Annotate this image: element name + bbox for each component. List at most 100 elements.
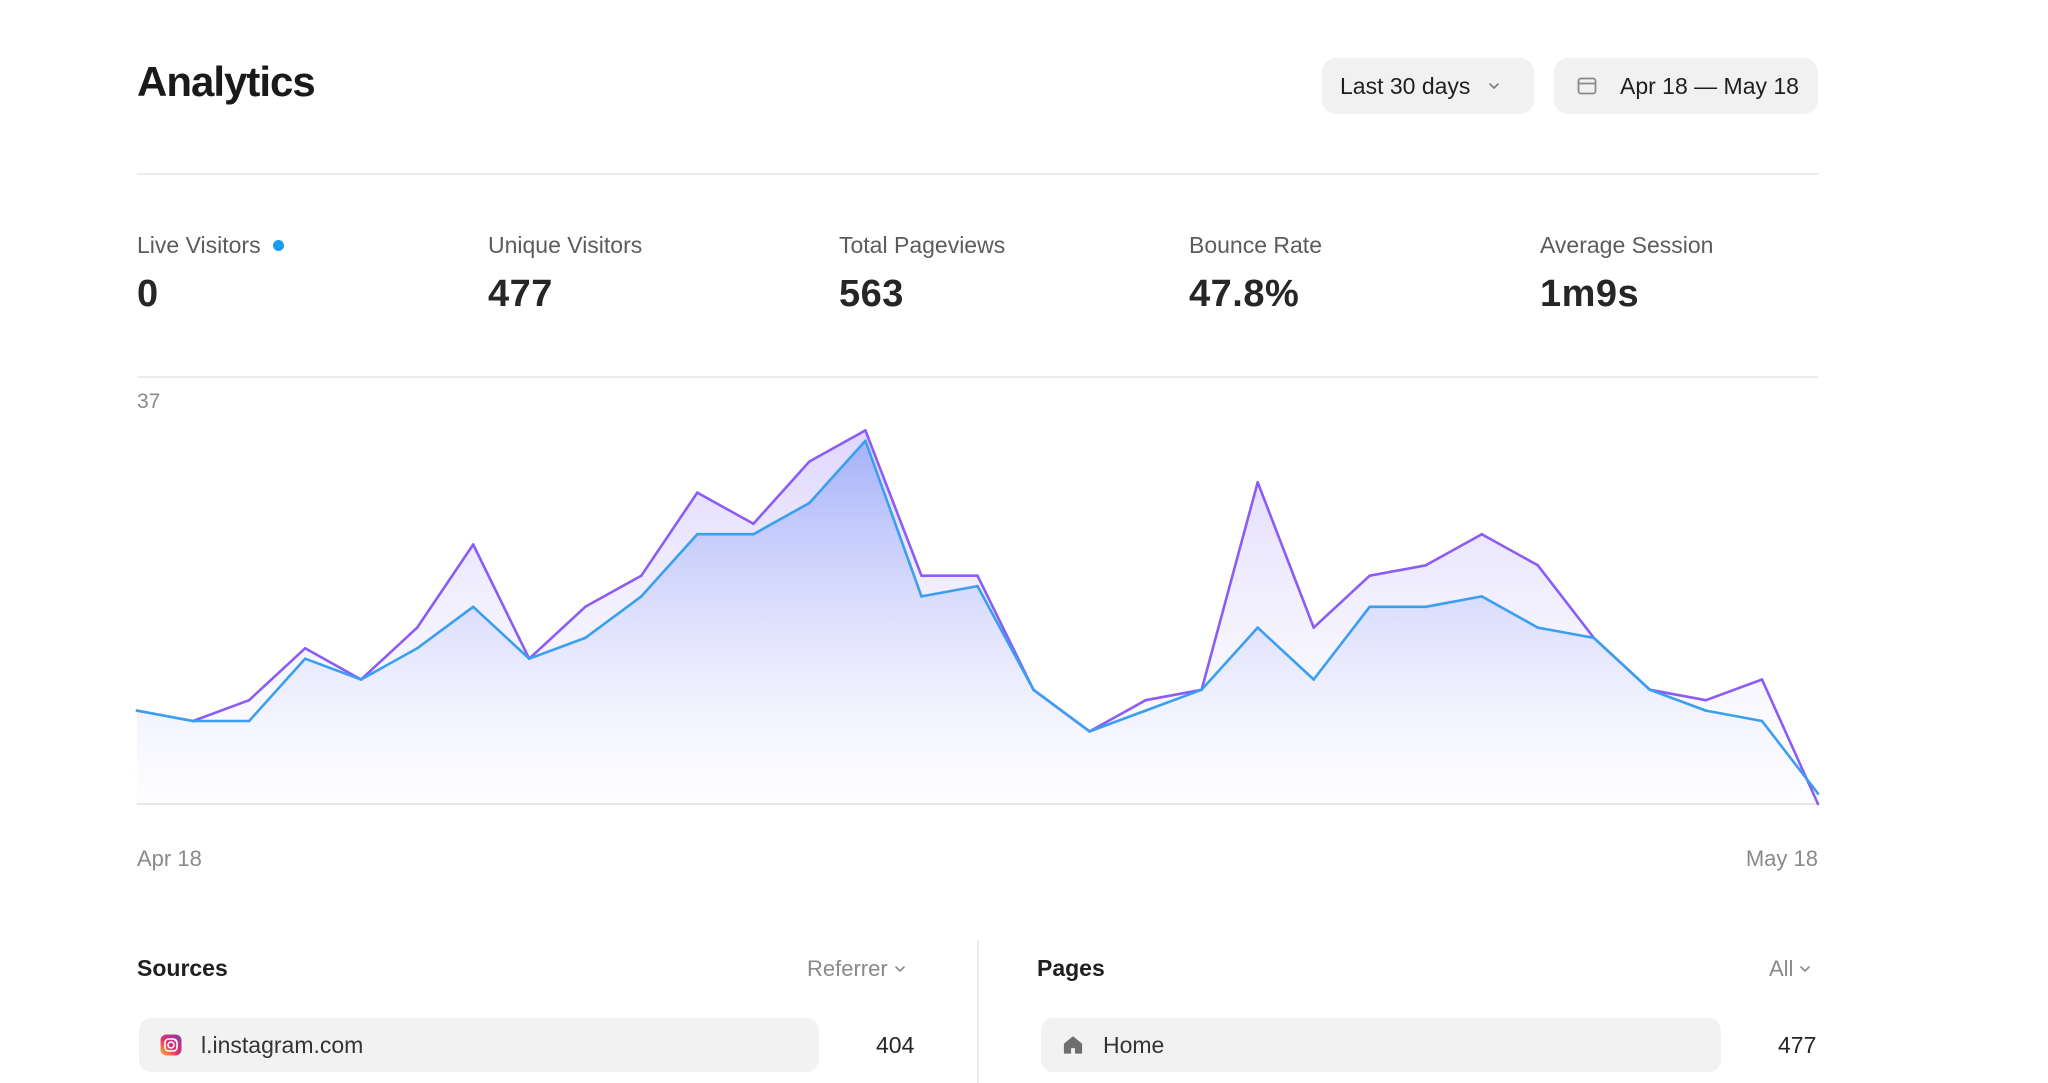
visitors-point	[303, 657, 307, 660]
pageviews-point	[1480, 532, 1484, 536]
visitors-point	[1144, 709, 1147, 712]
visitors-point	[359, 678, 363, 681]
date-range-select[interactable]: Last 30 days	[1322, 58, 1534, 114]
sources-title: Sources	[137, 955, 228, 981]
pageviews-point	[920, 574, 923, 577]
stats-divider	[137, 376, 1818, 378]
visitors-point	[752, 532, 755, 536]
visitors-point	[1200, 688, 1203, 692]
pageviews-point	[1368, 574, 1371, 577]
x-axis-start-label: Apr 18	[137, 846, 202, 871]
pageviews-point	[415, 626, 419, 629]
traffic-chart[interactable]	[135, 380, 1820, 820]
stat-live-visitors: Live Visitors 0	[137, 232, 284, 316]
stat-bounce-rate[interactable]: Bounce Rate 47.8%	[1189, 232, 1322, 316]
pageviews-point	[1424, 564, 1428, 567]
pageviews-point	[584, 605, 587, 609]
visitors-point	[1480, 595, 1484, 598]
stat-label: Unique Visitors	[488, 232, 643, 258]
source-row-label: l.instagram.com	[201, 1031, 364, 1058]
visitors-point	[1648, 688, 1652, 692]
pageviews-point	[1760, 678, 1764, 681]
sources-filter-select[interactable]: Referrer	[807, 956, 906, 982]
pages-title: Pages	[1037, 955, 1105, 981]
visitors-point	[135, 709, 139, 712]
visitors-point	[696, 532, 699, 536]
pages-filter-select[interactable]: All	[1769, 956, 1811, 982]
date-range-select-label: Last 30 days	[1340, 72, 1471, 99]
stat-value: 1m9s	[1540, 273, 1640, 315]
live-indicator-icon	[272, 240, 284, 251]
pageviews-point	[1816, 802, 1820, 806]
stat-label: Bounce Rate	[1189, 232, 1322, 258]
visitors-point	[1704, 709, 1708, 712]
pageviews-point	[1144, 698, 1147, 702]
pageviews-point	[1704, 698, 1708, 702]
calendar-icon	[1577, 77, 1597, 95]
pageviews-point	[640, 574, 643, 577]
instagram-icon	[160, 1034, 182, 1056]
page-row-count: 477	[1778, 1032, 1817, 1058]
visitors-point	[1424, 605, 1428, 609]
source-row-count: 404	[876, 1032, 915, 1058]
stat-label-container: Live Visitors	[137, 232, 284, 259]
visitors-point	[976, 584, 979, 588]
visitors-point	[1536, 626, 1540, 629]
traffic-chart-svg	[135, 429, 1820, 806]
stat-label: Average Session	[1540, 232, 1714, 258]
visitors-point	[1760, 719, 1764, 723]
y-axis-max-label: 37	[137, 390, 161, 413]
page-row[interactable]: Home	[1041, 1018, 1721, 1072]
pageviews-point	[752, 522, 755, 526]
stat-value: 477	[488, 273, 553, 315]
stat-unique-visitors[interactable]: Unique Visitors 477	[488, 232, 642, 316]
stat-value: 563	[839, 273, 904, 315]
visitors-area	[137, 440, 1818, 804]
date-picker-label: Apr 18 — May 18	[1620, 72, 1799, 99]
stat-value: 47.8%	[1189, 273, 1300, 315]
pageviews-point	[303, 647, 307, 650]
visitors-point	[584, 636, 587, 640]
pageviews-point	[808, 460, 811, 463]
pageviews-point	[864, 429, 867, 432]
chevron-down-icon	[894, 966, 905, 972]
visitors-point	[808, 501, 811, 505]
visitors-point	[864, 439, 867, 443]
visitors-point	[1312, 678, 1315, 681]
pageviews-point	[1536, 564, 1540, 567]
visitors-point	[415, 647, 419, 650]
visitors-point	[1816, 792, 1820, 795]
pages-filter-label: All	[1769, 956, 1794, 981]
page-row-label: Home	[1103, 1031, 1165, 1058]
visitors-point	[640, 595, 643, 598]
visitors-point	[191, 719, 195, 723]
chevron-down-icon	[1800, 966, 1811, 972]
visitors-point	[471, 605, 475, 609]
pageviews-point	[1256, 481, 1259, 484]
visitors-point	[527, 657, 531, 660]
page-title: Analytics	[137, 58, 316, 105]
date-picker-button[interactable]: Apr 18 — May 18	[1554, 58, 1818, 114]
header-divider	[137, 173, 1818, 175]
home-icon	[1063, 1036, 1083, 1054]
visitors-point	[1368, 605, 1371, 609]
chevron-down-icon	[1489, 83, 1500, 89]
pageviews-point	[976, 574, 979, 577]
pageviews-point	[471, 543, 475, 546]
visitors-point	[1592, 636, 1596, 640]
source-row[interactable]: l.instagram.com	[139, 1018, 819, 1072]
pageviews-point	[696, 491, 699, 494]
stat-label: Live Visitors	[137, 232, 261, 258]
pageviews-point	[247, 698, 251, 702]
stat-value: 0	[137, 273, 159, 315]
visitors-point	[920, 595, 923, 598]
stat-total-pageviews[interactable]: Total Pageviews 563	[839, 232, 1005, 316]
stat-label: Total Pageviews	[839, 232, 1006, 258]
sources-filter-label: Referrer	[807, 956, 888, 981]
x-axis-end-label: May 18	[1745, 846, 1818, 871]
pageviews-point	[1312, 626, 1315, 629]
panel-divider	[977, 940, 979, 1083]
visitors-point	[1256, 626, 1259, 629]
stat-average-session[interactable]: Average Session 1m9s	[1540, 232, 1713, 316]
visitors-point	[247, 719, 251, 723]
